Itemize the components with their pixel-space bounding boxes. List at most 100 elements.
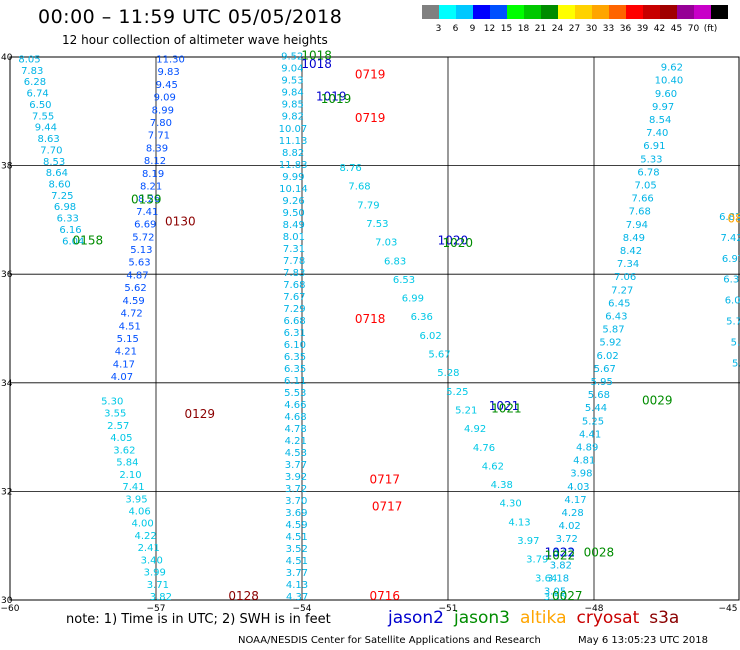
wave-height-value: 5.67 xyxy=(594,364,616,375)
legend-label: 6 xyxy=(452,24,459,34)
wave-height-value: 4.68 xyxy=(284,412,306,423)
legend-label: 33 xyxy=(602,24,615,34)
pass-time-label: 0129 xyxy=(185,407,216,421)
wave-height-value: 7.70 xyxy=(40,145,62,156)
wave-height-value: 8.99 xyxy=(152,105,174,116)
wave-height-value: 4.17 xyxy=(564,495,586,506)
legend-swatch xyxy=(609,5,626,19)
wave-height-value: 7.68 xyxy=(348,182,370,193)
wave-height-value: 7.68 xyxy=(629,207,651,218)
wave-height-value: 4.21 xyxy=(115,347,137,358)
wave-height-value: 7.78 xyxy=(283,256,305,267)
wave-height-value: 5.25 xyxy=(582,416,604,427)
satellite-jason3: jason3 xyxy=(454,608,510,628)
wave-height-value: 5.87 xyxy=(602,325,624,336)
wave-height-value: 11.83 xyxy=(279,160,308,171)
wave-height-value: 9.62 xyxy=(661,63,683,74)
wave-height-value: 4.92 xyxy=(464,424,486,435)
wave-height-value: 3.55 xyxy=(104,409,126,420)
pass-time-label: 1021 xyxy=(489,399,520,413)
wave-height-value: 3.69 xyxy=(285,508,307,519)
wave-height-value: 7.29 xyxy=(283,304,305,315)
wave-height-value: 7.03 xyxy=(375,238,397,249)
wave-height-value: 6.31 xyxy=(284,328,306,339)
pass-time-label: 0718 xyxy=(355,312,386,326)
wave-height-value: 7.67 xyxy=(283,292,305,303)
wave-height-value: 4.38 xyxy=(491,480,513,491)
wave-height-value: 7.41 xyxy=(136,207,158,218)
lon-tick-label: −60 xyxy=(1,604,20,614)
pass-time-label: 0716 xyxy=(369,589,400,603)
wave-height-value: 3.95 xyxy=(125,494,147,505)
wave-height-value: 5.67 xyxy=(428,350,450,361)
legend-swatch xyxy=(626,5,643,19)
legend-swatch xyxy=(473,5,490,19)
wave-height-value: 6.35 xyxy=(284,352,306,363)
wave-height-value: 6.45 xyxy=(608,298,630,309)
wave-height-value: 8.64 xyxy=(46,168,68,179)
wave-height-value: 4.76 xyxy=(473,443,495,454)
wave-height-value: 8.21 xyxy=(140,181,162,192)
wave-height-value: 3.79 xyxy=(526,555,548,566)
pass-time-label: 08 xyxy=(727,212,740,226)
pass-time-label: 1019 xyxy=(316,89,347,103)
wave-height-value: 8.12 xyxy=(144,156,166,167)
wave-height-value: 7.53 xyxy=(366,219,388,230)
wave-height-value: 9.60 xyxy=(655,89,677,100)
legend-swatch xyxy=(694,5,711,19)
wave-height-value: 6.28 xyxy=(24,77,46,88)
wave-height-value: 4.07 xyxy=(111,372,133,383)
wave-height-value: 6.78 xyxy=(637,167,659,178)
pass-time-label: 0128 xyxy=(228,589,259,603)
wave-height-value: 6.53 xyxy=(393,275,415,286)
pass-time-label: 1018 xyxy=(301,49,332,63)
pass-time-label: 1020 xyxy=(442,236,473,250)
map-frame xyxy=(9,56,740,601)
wave-height-value: 4.02 xyxy=(559,521,581,532)
wave-height-value: 4.81 xyxy=(573,456,595,467)
wave-height-value: 7.68 xyxy=(283,280,305,291)
wave-height-value: 5.95 xyxy=(591,377,613,388)
lon-tick-label: −54 xyxy=(293,604,312,614)
legend-swatch xyxy=(439,5,456,19)
wave-height-value: 7.80 xyxy=(150,118,172,129)
map-title: 00:00 – 11:59 UTC 05/05/2018 xyxy=(38,6,343,28)
wave-height-value: 5.28 xyxy=(437,368,459,379)
legend-label: 39 xyxy=(636,24,649,34)
wave-height-value: 9.83 xyxy=(158,67,180,78)
wave-height-value: 6.09 xyxy=(725,296,740,307)
legend-swatch xyxy=(456,5,473,19)
wave-height-value: 8.49 xyxy=(623,233,645,244)
wave-height-value: 6.11 xyxy=(284,376,306,387)
wave-height-value: 5.72 xyxy=(132,232,154,243)
wave-height-value: 3.05 xyxy=(544,587,566,598)
wave-height-value: 3.72 xyxy=(556,534,578,545)
legend-swatch xyxy=(660,5,677,19)
wave-height-value: 6.50 xyxy=(29,100,51,111)
wave-height-value: 10.14 xyxy=(279,184,308,195)
wave-height-value: 6.33 xyxy=(57,214,79,225)
wave-height-value: 5.53 xyxy=(284,388,306,399)
wave-height-value: 5.3 xyxy=(731,338,740,349)
legend-label: 18 xyxy=(517,24,530,34)
wave-height-value: 3.82 xyxy=(150,592,172,603)
wave-height-value: 4.13 xyxy=(286,580,308,591)
wave-height-value: 4.87 xyxy=(126,270,148,281)
satellite-cryosat: cryosat xyxy=(576,608,640,628)
wave-height-value: 9.84 xyxy=(281,88,303,99)
wave-height-value: 4.06 xyxy=(128,506,150,517)
wave-height-value: 4.22 xyxy=(135,531,157,542)
wave-height-value: 4.78 xyxy=(284,424,306,435)
wave-height-value: 9.04 xyxy=(281,64,303,75)
wave-height-value: 8.53 xyxy=(43,157,65,168)
wave-height-value: 4.62 xyxy=(482,461,504,472)
pass-time-label: 0027 xyxy=(552,589,583,603)
wave-height-value: 8.05 xyxy=(18,54,40,65)
wave-height-value: 2.10 xyxy=(119,470,141,481)
legend-label: 36 xyxy=(619,24,632,34)
wave-height-value: 6.99 xyxy=(402,294,424,305)
lon-tick-label: −48 xyxy=(585,604,604,614)
wave-height-value: 9.53 xyxy=(281,76,303,87)
wave-height-value: 3.52 xyxy=(286,544,308,555)
pass-time-label: 1018 xyxy=(301,57,332,71)
